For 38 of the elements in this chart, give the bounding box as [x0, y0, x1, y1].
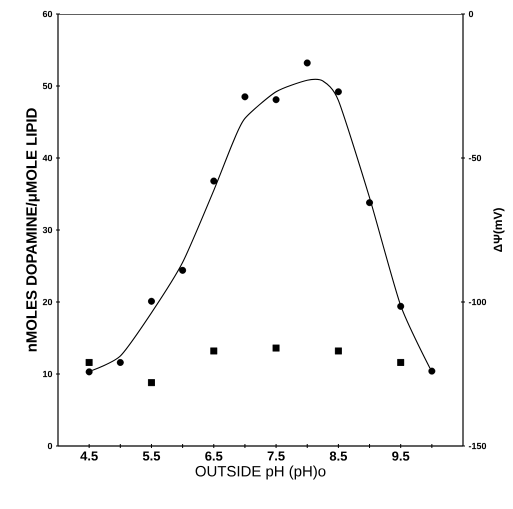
y2-tick-label: -150: [468, 442, 486, 450]
point: [334, 347, 342, 354]
y-tick-label: 50: [42, 82, 52, 90]
x-tick-label: 7.5: [268, 452, 285, 461]
y-axis-title: nMOLES DOPAMINE/μMOLE LIPID: [26, 108, 40, 352]
x-tick-label: 5.5: [142, 452, 160, 461]
y2-tick-label: -100: [468, 298, 486, 306]
x-axis-title: OUTSIDE pH (pH)o: [196, 466, 326, 480]
y-tick-label: 30: [42, 226, 52, 234]
point: [272, 96, 280, 104]
x-tick-label: 4.5: [80, 452, 98, 461]
y-tick-label: 20: [42, 298, 52, 306]
point: [86, 358, 93, 366]
point: [210, 178, 218, 185]
point: [397, 358, 404, 366]
x-tick-label: 6.5: [205, 452, 222, 461]
point: [210, 347, 218, 354]
point: [397, 302, 404, 310]
y2-axis-title: ΔΨ(mV): [493, 208, 504, 252]
point: [241, 93, 248, 100]
point: [148, 298, 155, 305]
point: [334, 88, 342, 96]
y-tick-label: 40: [42, 154, 52, 162]
y2-tick-label: -50: [468, 154, 482, 162]
y-tick-label: 10: [43, 370, 52, 378]
point: [116, 358, 124, 366]
y-tick-label: 60: [42, 10, 52, 18]
point: [366, 199, 374, 206]
x-tick-label: 8.5: [330, 452, 348, 461]
point: [304, 59, 311, 66]
y2-tick-label: 0: [468, 10, 474, 18]
point: [148, 379, 155, 386]
point: [272, 344, 280, 352]
x-tick-label: 9.5: [392, 452, 410, 461]
point: [86, 368, 93, 376]
point: [179, 266, 186, 274]
y-tick-label: 0: [48, 442, 52, 450]
point: [428, 368, 436, 375]
